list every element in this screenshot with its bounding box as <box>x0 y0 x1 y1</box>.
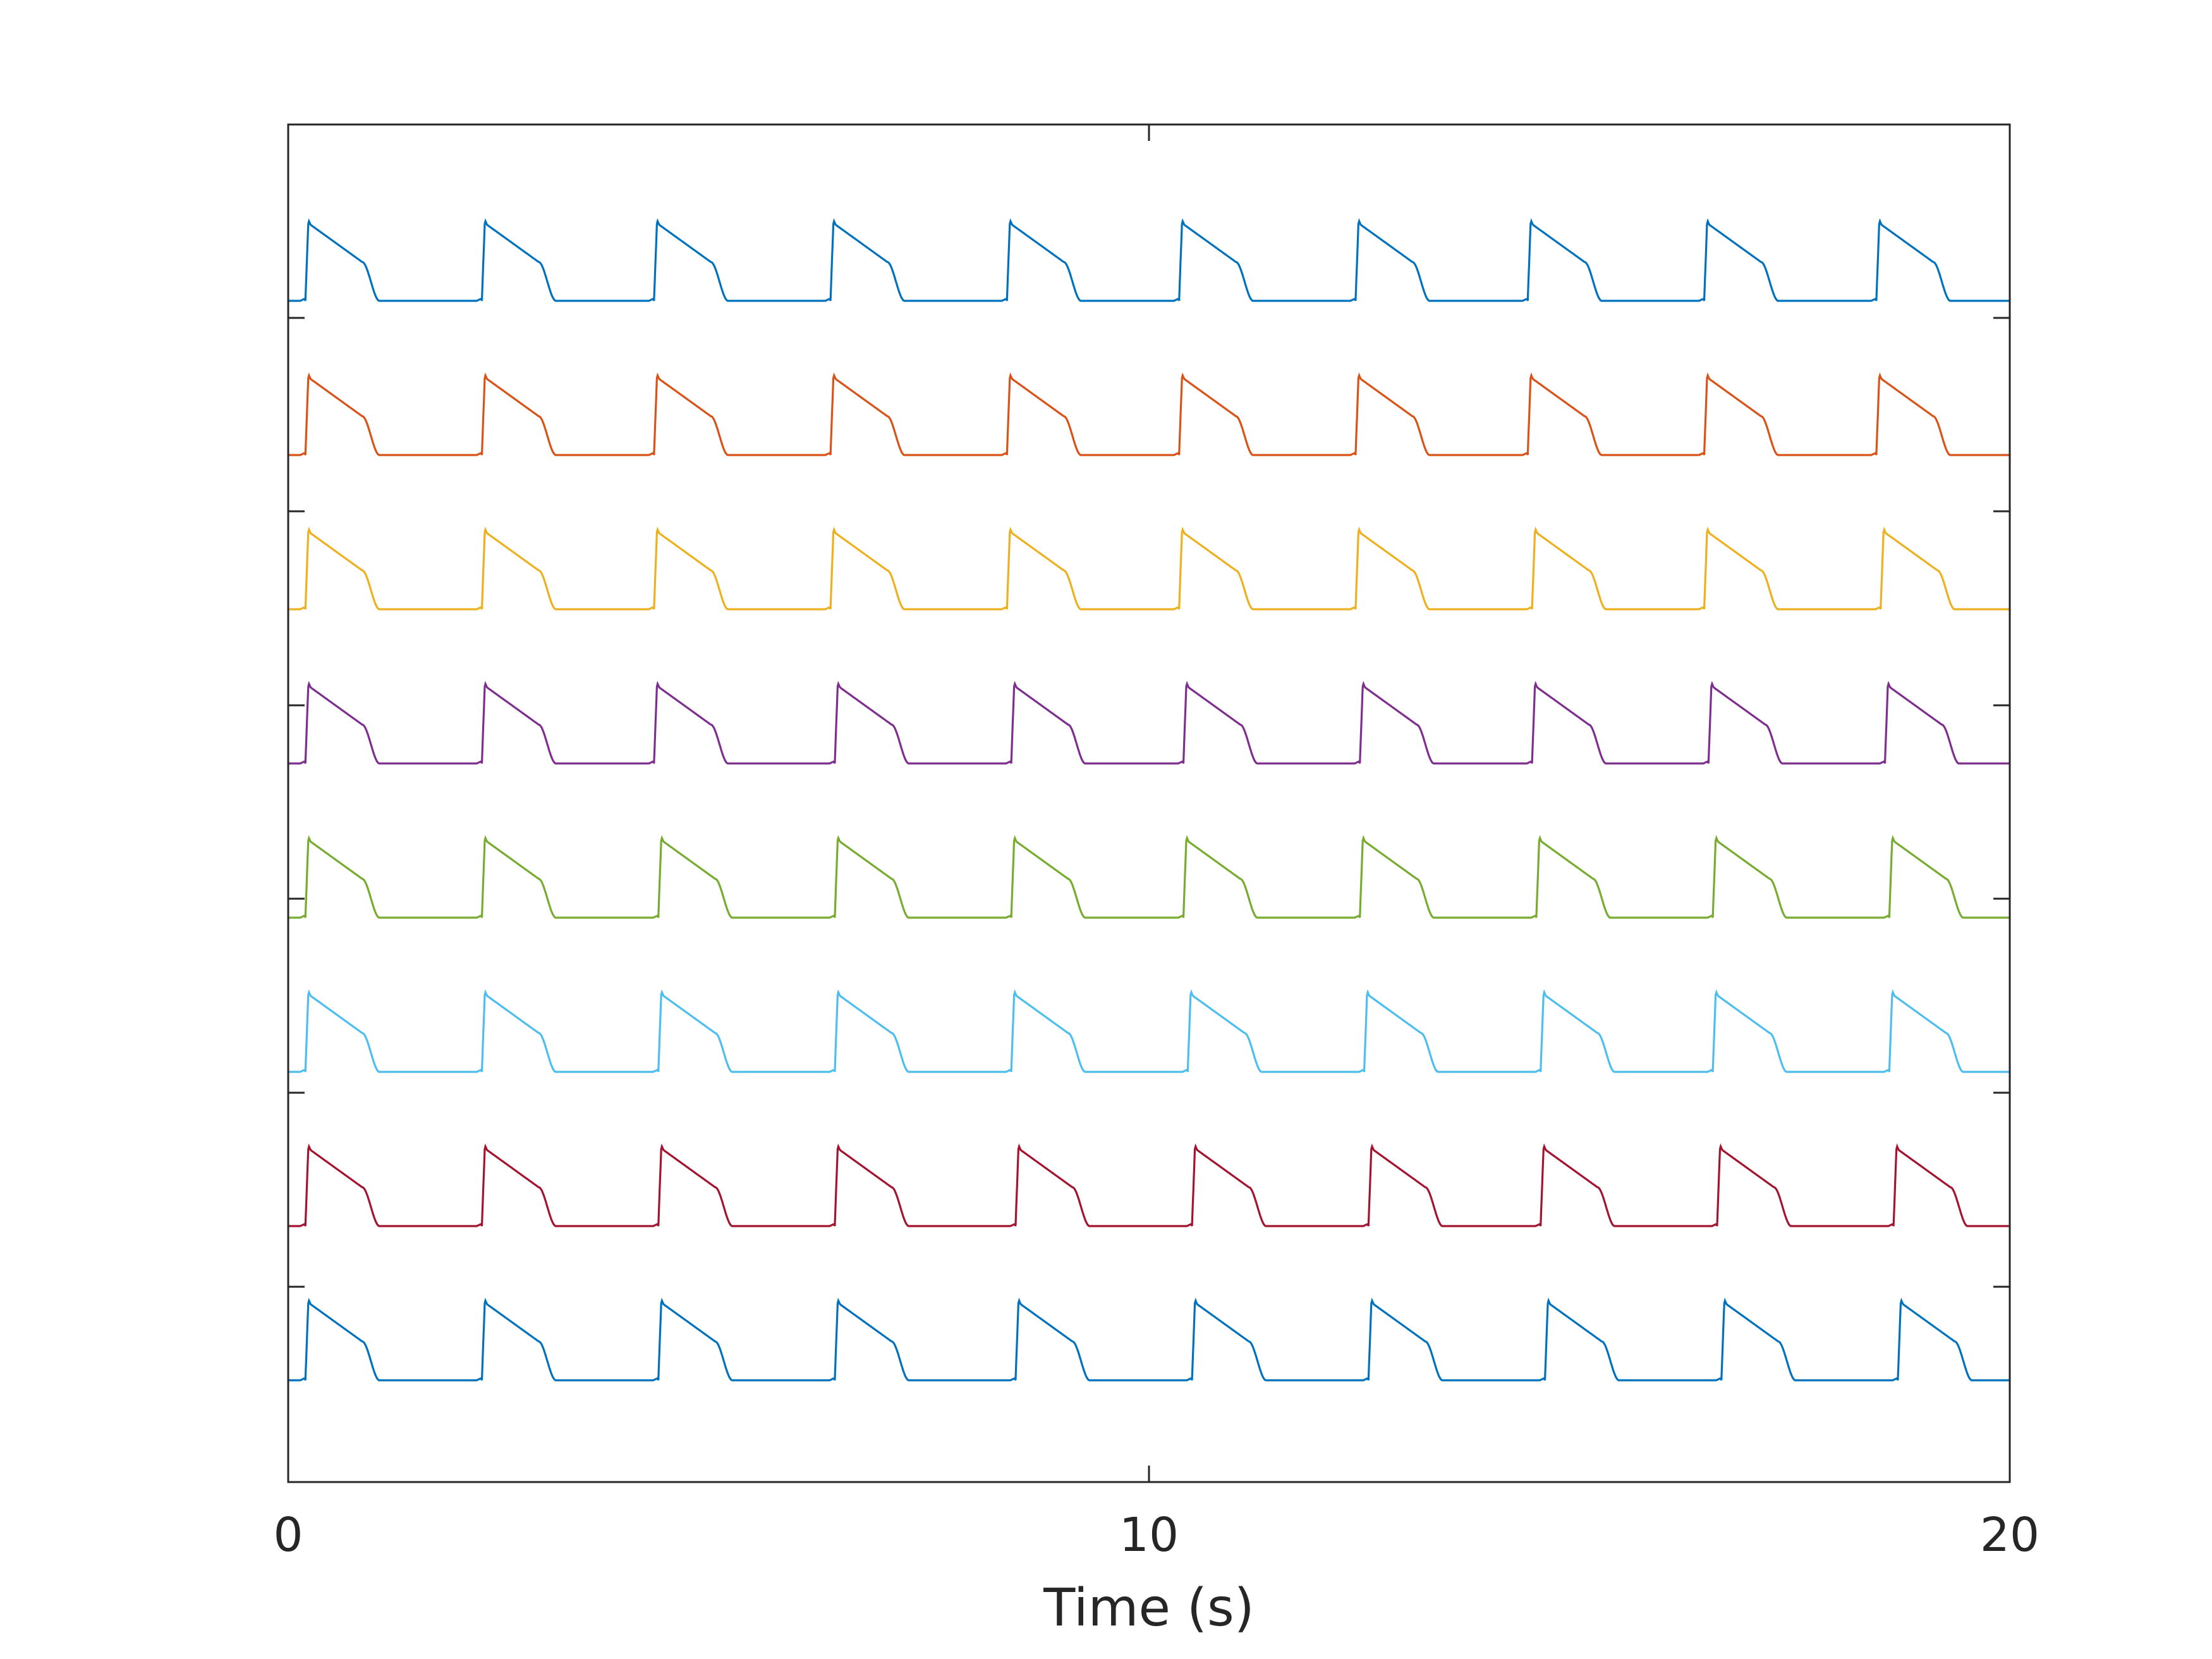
trace-series-7 <box>288 1143 2010 1227</box>
x-axis-label: Time (s) <box>1043 1578 1254 1638</box>
trace-series-5 <box>288 835 2010 919</box>
trace-series-3 <box>288 526 2010 611</box>
plot-area <box>288 125 2010 1482</box>
x-tick-label-2: 20 <box>1980 1508 2039 1562</box>
trace-series-6 <box>288 989 2010 1073</box>
axes-box <box>287 123 2011 1483</box>
trace-series-1 <box>288 218 2010 302</box>
x-tick-label-0: 0 <box>273 1508 303 1562</box>
trace-series-4 <box>288 681 2010 765</box>
x-tick-labels: 0 10 20 <box>273 1508 2039 1562</box>
traces <box>288 218 2010 1382</box>
x-tick-label-1: 10 <box>1119 1508 1179 1562</box>
trace-series-2 <box>288 372 2010 456</box>
trace-series-8 <box>288 1297 2010 1382</box>
